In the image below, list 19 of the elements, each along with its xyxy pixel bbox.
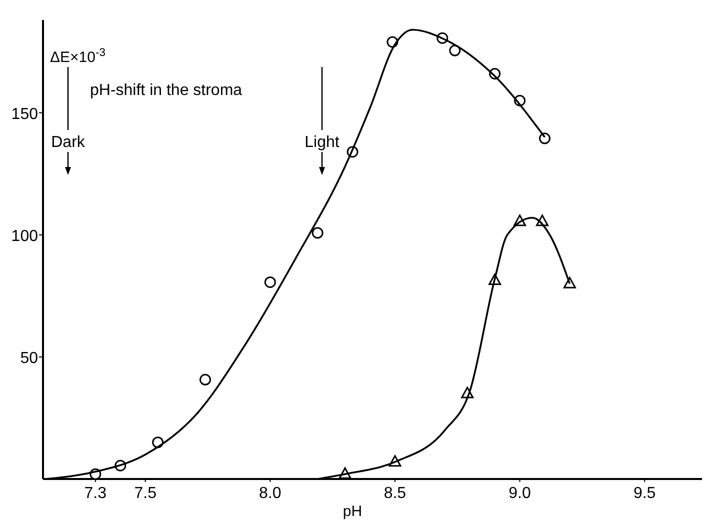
x-tick-label: 7.5 [134, 485, 157, 502]
x-tick-label: 8.5 [384, 485, 406, 502]
point [449, 44, 461, 56]
x-tick-label: 7.3 [84, 485, 107, 502]
point [538, 132, 550, 144]
y-tick-label: 150 [11, 106, 38, 123]
x-tick-label: 8.0 [259, 485, 282, 502]
point [312, 227, 324, 239]
y-tick-label: 100 [11, 228, 38, 245]
annotation: Dark [51, 134, 86, 151]
x-tick-label: 9.5 [633, 485, 656, 502]
annotation: pH-shift in the stroma [90, 82, 242, 99]
point [200, 374, 212, 386]
annotation: Light [304, 134, 340, 151]
x-tick-label: 9.0 [508, 485, 531, 502]
y-axis-title: ΔE×10$^{-3}$ [50, 47, 106, 66]
point [264, 276, 276, 288]
x-axis-title: pH [342, 503, 362, 520]
y-tick-label: 50 [20, 350, 38, 367]
